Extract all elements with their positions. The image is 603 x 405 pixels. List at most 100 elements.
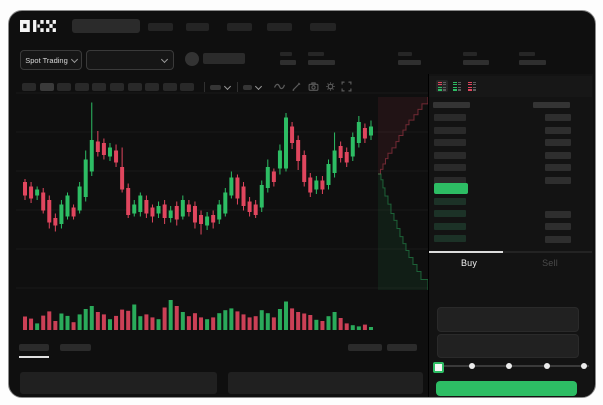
buy-button[interactable] — [436, 381, 577, 396]
tab-buy[interactable]: Buy — [460, 257, 478, 268]
bottom-tab-2[interactable] — [60, 344, 91, 351]
volume-bar — [192, 313, 197, 330]
slider-stop-4[interactable] — [581, 363, 587, 369]
candle-body — [114, 150, 119, 163]
interval-button-8[interactable] — [145, 83, 160, 91]
candle-body — [47, 200, 52, 223]
book-icon-dash — [473, 84, 476, 86]
bottom-tab-1[interactable] — [19, 344, 49, 351]
nav-item-5[interactable] — [310, 23, 336, 31]
search-input[interactable] — [72, 19, 140, 33]
pair-select[interactable] — [86, 50, 174, 70]
slider-handle[interactable] — [433, 361, 444, 373]
nav-item-4[interactable] — [267, 23, 292, 31]
ticker-stat-value — [519, 59, 546, 65]
volume-bar — [180, 312, 185, 330]
interval-button-10[interactable] — [180, 83, 195, 91]
book-both-icon[interactable] — [436, 80, 448, 92]
indicator-dropdown[interactable] — [210, 81, 234, 93]
volume-bar — [253, 316, 258, 330]
chart-style-dropdown[interactable] — [243, 81, 265, 93]
volume-bar — [162, 307, 167, 330]
market-type-label: Spot Trading — [25, 55, 68, 65]
ask-row[interactable] — [434, 164, 466, 171]
interval-button-3[interactable] — [57, 83, 72, 91]
volume-bar — [47, 311, 52, 330]
candle-body — [350, 137, 355, 157]
settings-gear-icon[interactable] — [325, 81, 336, 92]
ask-row[interactable] — [434, 139, 466, 146]
interval-button-1[interactable] — [22, 83, 36, 91]
okx-logo[interactable]: OKX — [20, 20, 57, 32]
bid-row[interactable] — [434, 210, 466, 218]
interval-button-2[interactable] — [39, 83, 54, 91]
ticker-stat-value — [280, 59, 296, 65]
interval-button-6[interactable] — [110, 83, 124, 91]
tab-sell[interactable]: Sell — [542, 257, 558, 268]
nav-item-1[interactable] — [148, 23, 173, 31]
price-chart[interactable] — [8, 10, 596, 398]
slider-stop-3[interactable] — [543, 363, 550, 369]
book-icon-dash — [468, 84, 472, 86]
volume-bar — [120, 309, 125, 330]
draw-pencil-icon[interactable] — [291, 81, 302, 92]
volume-bar — [53, 321, 58, 330]
nav-item-3[interactable] — [227, 23, 252, 31]
interval-button-9[interactable] — [162, 83, 177, 91]
ask-row[interactable] — [434, 126, 466, 134]
book-bids-icon[interactable] — [451, 80, 463, 92]
candle-body — [89, 140, 94, 172]
ticker-stat-5 — [519, 52, 546, 65]
volume-bar — [362, 324, 367, 330]
ask-row[interactable] — [434, 176, 466, 184]
interval-button-7[interactable] — [127, 83, 142, 91]
book-icon-dash — [443, 81, 446, 83]
amount-field[interactable] — [437, 334, 579, 358]
volume-bar — [229, 308, 234, 330]
ask-row[interactable] — [434, 114, 466, 121]
bid-row[interactable] — [434, 198, 466, 205]
candle-body — [199, 215, 204, 224]
indicator-wave-icon[interactable] — [274, 81, 285, 92]
volume-bar — [277, 309, 282, 330]
price-field[interactable] — [437, 307, 579, 332]
volume-bar — [241, 314, 246, 330]
volume-bar — [199, 317, 204, 330]
interval-button-4[interactable] — [74, 83, 89, 91]
candle-body — [180, 200, 185, 217]
candle-body — [138, 195, 143, 212]
market-type-select[interactable]: Spot Trading — [20, 50, 82, 70]
slider-track[interactable] — [437, 365, 589, 367]
ask-row-amount — [545, 114, 571, 121]
slider-stop-2[interactable] — [506, 363, 512, 369]
ask-row[interactable] — [434, 151, 466, 159]
interval-button-5[interactable] — [92, 83, 107, 91]
book-asks-icon[interactable] — [466, 80, 478, 92]
ask-row-amount — [545, 164, 571, 171]
ticker-stat-2 — [308, 52, 335, 65]
nav-item-2[interactable] — [186, 23, 209, 31]
candle-body — [35, 189, 40, 196]
volume-bar — [174, 306, 179, 330]
fullscreen-icon[interactable] — [341, 81, 352, 92]
bottom-right-control-2[interactable] — [387, 344, 417, 351]
amount-slider[interactable] — [433, 358, 591, 374]
volume-bar — [314, 319, 319, 330]
camera-icon[interactable] — [308, 81, 319, 92]
candle-body — [284, 117, 289, 169]
ticker-stat-4 — [463, 52, 489, 65]
last-price-badge[interactable] — [434, 183, 468, 194]
bid-row[interactable] — [434, 234, 466, 242]
book-icon-dash — [473, 81, 476, 83]
bid-row[interactable] — [434, 222, 466, 230]
slider-stop-1[interactable] — [468, 363, 475, 369]
bid-row-amount — [545, 211, 571, 218]
order-book-header — [429, 76, 592, 97]
depth-asks-line — [378, 97, 429, 175]
candle-body — [150, 207, 155, 217]
volume-bar — [168, 300, 173, 330]
bottom-right-control-1[interactable] — [348, 344, 382, 351]
candle-body — [362, 128, 367, 139]
volume-bar — [326, 316, 331, 330]
volume-bar — [77, 314, 82, 330]
